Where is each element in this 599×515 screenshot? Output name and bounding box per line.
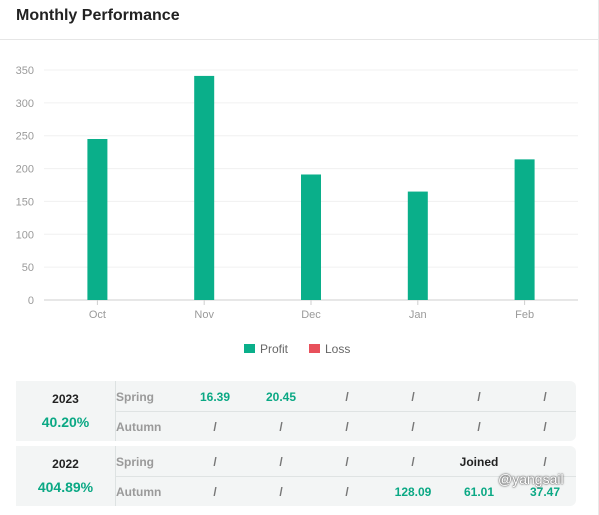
x-tick-label: Feb bbox=[515, 309, 534, 321]
legend-swatch-profit bbox=[244, 344, 255, 353]
page-title: Monthly Performance bbox=[16, 7, 180, 24]
year-return: 404.89% bbox=[37, 479, 94, 495]
season-row: Autumn / / / 128.09 61.01 37.47 bbox=[116, 476, 576, 506]
bar-profit-dec bbox=[301, 174, 321, 300]
season-row: Autumn / / / / / / bbox=[116, 411, 576, 441]
y-tick-label: 200 bbox=[16, 164, 34, 176]
season-row: Spring / / / / Joined / bbox=[116, 447, 576, 476]
x-tick-label: Jan bbox=[409, 309, 427, 321]
y-tick-label: 0 bbox=[28, 295, 34, 307]
table-cell: / bbox=[279, 420, 283, 434]
legend-label-loss: Loss bbox=[325, 342, 350, 356]
table-cell: / bbox=[345, 420, 349, 434]
year-label: 2022 bbox=[52, 457, 79, 471]
table-cell: / bbox=[411, 390, 415, 404]
table-cell: / bbox=[213, 420, 217, 434]
table-cell: / bbox=[543, 390, 547, 404]
season-label: Spring bbox=[116, 390, 154, 404]
x-tick-label: Oct bbox=[89, 309, 106, 321]
table-cell: / bbox=[279, 485, 283, 499]
year-block-2022: 2022 404.89% Spring / / / / Joined / Aut… bbox=[16, 446, 576, 506]
table-cell: 128.09 bbox=[394, 485, 432, 499]
y-tick-label: 150 bbox=[16, 196, 34, 208]
season-label: Autumn bbox=[116, 420, 162, 434]
watermark: @yangsail bbox=[498, 471, 564, 487]
legend-swatch-loss bbox=[309, 344, 320, 353]
table-cell: 20.45 bbox=[265, 390, 297, 404]
bar-profit-jan bbox=[407, 191, 428, 300]
table-cell: 16.39 bbox=[199, 390, 231, 404]
y-tick-label: 250 bbox=[16, 131, 34, 143]
table-cell: Joined bbox=[459, 455, 499, 469]
table-cell: / bbox=[345, 455, 349, 469]
year-block-2023: 2023 40.20% Spring 16.39 20.45 / / / / A… bbox=[16, 381, 576, 441]
table-cell: 61.01 bbox=[463, 485, 495, 499]
legend-label-profit: Profit bbox=[260, 342, 289, 356]
x-tick-label: Dec bbox=[301, 309, 321, 321]
table-cell: / bbox=[411, 455, 415, 469]
table-cell: / bbox=[477, 390, 481, 404]
season-label: Autumn bbox=[116, 485, 162, 499]
table-cell: / bbox=[543, 420, 547, 434]
bar-profit-feb bbox=[514, 159, 535, 300]
season-label: Spring bbox=[116, 455, 154, 469]
season-row: Spring 16.39 20.45 / / / / bbox=[116, 382, 576, 411]
table-cell: / bbox=[345, 390, 349, 404]
y-tick-label: 350 bbox=[16, 65, 34, 77]
year-card: 2022 404.89% bbox=[16, 446, 116, 506]
year-return: 40.20% bbox=[41, 414, 90, 430]
y-tick-label: 300 bbox=[16, 98, 34, 110]
table-cell: / bbox=[213, 485, 217, 499]
monthly-performance-chart: 0 50 100 150 200 250 300 350 Oct Nov Dec Jan Feb Prof… bbox=[16, 65, 578, 356]
table-cell: / bbox=[411, 420, 415, 434]
table-cell: / bbox=[477, 420, 481, 434]
y-tick-label: 100 bbox=[16, 229, 34, 241]
table-cell: / bbox=[345, 485, 349, 499]
table-cell: / bbox=[543, 455, 547, 469]
table-cell: / bbox=[213, 455, 217, 469]
table-cell: / bbox=[279, 455, 283, 469]
year-label: 2023 bbox=[52, 392, 79, 406]
bar-profit-nov bbox=[194, 75, 215, 300]
x-tick-label: Nov bbox=[194, 309, 214, 321]
table-cell: 37.47 bbox=[529, 485, 561, 499]
y-tick-label: 50 bbox=[22, 262, 34, 274]
bar-profit-oct bbox=[87, 139, 108, 300]
year-card: 2023 40.20% bbox=[16, 381, 116, 441]
header: Monthly Performance bbox=[0, 0, 599, 40]
